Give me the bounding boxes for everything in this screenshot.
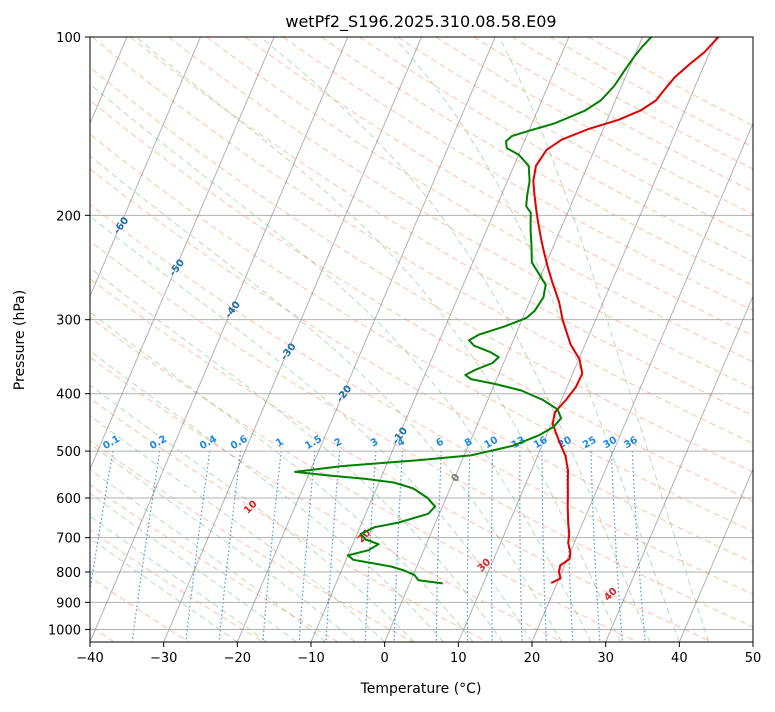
y-tick-label: 100 [56,31,81,46]
y-axis-label: Pressure (hPa) [12,290,28,390]
y-tick-label: 200 [56,209,81,224]
y-tick-label: 800 [56,566,81,581]
x-tick-label: −20 [224,651,251,666]
y-tick-label: 1000 [48,623,81,638]
x-tick-label: 10 [450,651,467,666]
x-axis-label: Temperature (°C) [360,681,482,697]
x-tick-label: 40 [671,651,688,666]
x-tick-label: −10 [297,651,324,666]
y-tick-label: 500 [56,445,81,460]
x-tick-label: 0 [381,651,389,666]
x-tick-label: 50 [745,651,762,666]
x-tick-label: 30 [597,651,614,666]
y-tick-label: 900 [56,596,81,611]
x-tick-label: −30 [150,651,177,666]
y-tick-label: 400 [56,388,81,403]
x-tick-label: 20 [524,651,541,666]
y-tick-label: 300 [56,314,81,329]
chart-title: wetPf2_S196.2025.310.08.58.E09 [285,12,556,32]
y-tick-label: 600 [56,492,81,507]
y-tick-label: 700 [56,532,81,547]
x-tick-label: −40 [76,651,103,666]
